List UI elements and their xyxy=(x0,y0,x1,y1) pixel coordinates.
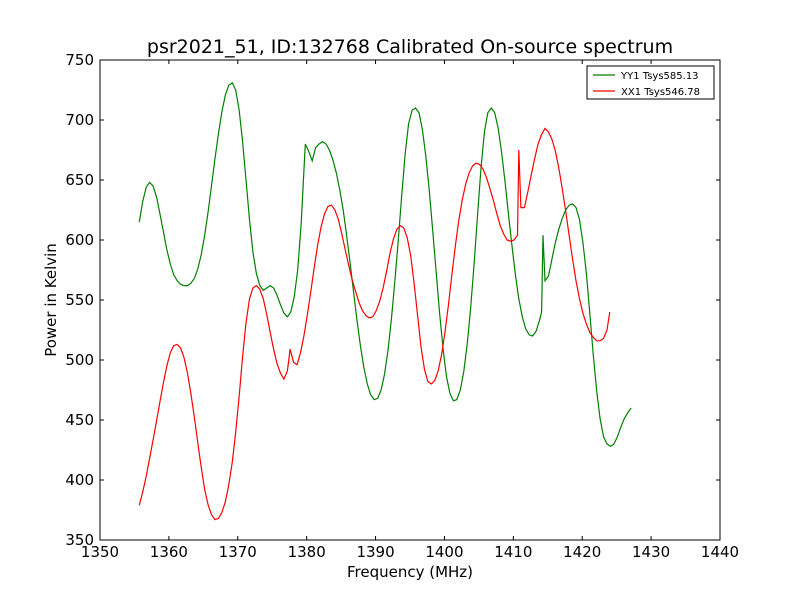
x-tick-label: 1370 xyxy=(219,543,257,561)
y-tick-label: 500 xyxy=(65,351,94,369)
series-line-0 xyxy=(138,81,632,448)
x-tick-label: 1420 xyxy=(563,543,601,561)
x-axis-label: Frequency (MHz) xyxy=(347,563,473,581)
y-axis-ticks: 350 400 450 500 550 600 650 700 750 xyxy=(65,51,720,549)
plot-area xyxy=(100,60,720,540)
y-tick-label: 700 xyxy=(65,111,94,129)
legend-label-1: XX1 Tsys546.78 xyxy=(621,87,700,98)
x-tick-label: 1390 xyxy=(356,543,394,561)
x-tick-label: 1350 xyxy=(81,543,119,561)
y-tick-label: 550 xyxy=(65,291,94,309)
x-tick-label: 1360 xyxy=(150,543,188,561)
x-tick-label: 1400 xyxy=(425,543,463,561)
legend-label-0: YY1 Tsys585.13 xyxy=(620,71,699,82)
plot-frame xyxy=(99,59,721,541)
y-tick-label: 750 xyxy=(65,51,94,69)
y-tick-label: 350 xyxy=(65,531,94,549)
y-tick-label: 450 xyxy=(65,411,94,429)
y-axis-label: Power in Kelvin xyxy=(42,243,60,357)
y-tick-label: 600 xyxy=(65,231,94,249)
x-tick-label: 1430 xyxy=(632,543,670,561)
chart-title: psr2021_51, ID:132768 Calibrated On-sour… xyxy=(147,36,673,58)
x-axis-ticks: 1350 1360 1370 1380 1390 1400 1410 1420 1430 1440 xyxy=(81,60,739,561)
legend-box xyxy=(586,65,715,100)
x-tick-label: 1410 xyxy=(494,543,532,561)
legend: YY1 Tsys585.13 XX1 Tsys546.78 xyxy=(586,65,715,100)
series-lines xyxy=(138,81,632,521)
y-tick-label: 650 xyxy=(65,171,94,189)
y-tick-label: 400 xyxy=(65,471,94,489)
series-line-1 xyxy=(138,127,611,521)
x-tick-label: 1380 xyxy=(288,543,326,561)
x-tick-label: 1440 xyxy=(701,543,739,561)
